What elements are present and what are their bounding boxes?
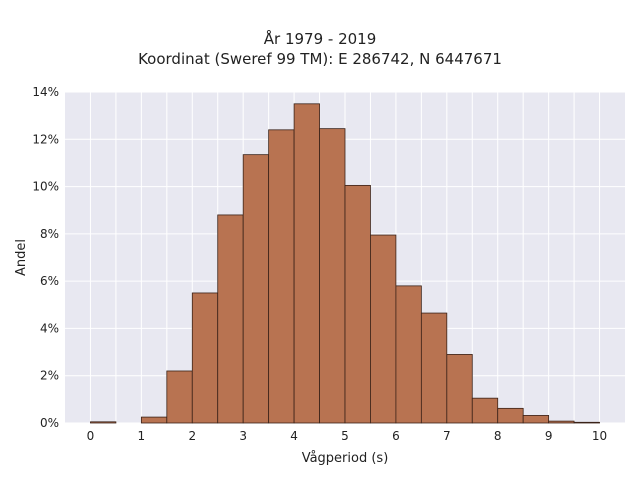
- y-tick-label: 12%: [32, 132, 59, 146]
- x-axis-ticks: 0 1 2 3 4 5 6 7 8 9 10: [87, 429, 608, 443]
- x-tick-label: 6: [392, 429, 400, 443]
- histogram-bar: [573, 421, 600, 424]
- x-tick-label: 9: [545, 429, 553, 443]
- histogram-bar: [522, 415, 550, 424]
- y-tick-label: 0%: [40, 416, 59, 430]
- x-tick-label: 10: [592, 429, 607, 443]
- y-tick-label: 6%: [40, 274, 59, 288]
- y-axis-ticks: 0% 2% 4% 6% 8% 10% 12% 14%: [32, 85, 59, 430]
- x-tick-label: 7: [443, 429, 451, 443]
- histogram-bar: [548, 420, 575, 424]
- histogram-bar: [191, 292, 219, 424]
- histogram-bar: [420, 312, 448, 424]
- histogram-bar: [370, 234, 397, 424]
- histogram-bar: [293, 103, 320, 424]
- histogram-bar: [497, 407, 524, 424]
- histogram-bar: [446, 354, 473, 424]
- histogram-bar: [268, 129, 295, 424]
- x-tick-label: 0: [87, 429, 95, 443]
- chart-title-line-2: Koordinat (Sweref 99 TM): E 286742, N 64…: [138, 50, 502, 68]
- y-tick-label: 10%: [32, 180, 59, 194]
- histogram-bars: [90, 103, 600, 424]
- histogram-bar: [242, 154, 270, 424]
- x-tick-label: 8: [494, 429, 502, 443]
- histogram-bar: [217, 214, 244, 424]
- chart-title-line-1: År 1979 - 2019: [263, 30, 377, 48]
- y-tick-label: 8%: [40, 227, 59, 241]
- x-tick-label: 5: [341, 429, 349, 443]
- histogram-bar: [90, 421, 117, 424]
- y-axis-label: Andel: [14, 239, 29, 276]
- x-tick-label: 2: [188, 429, 196, 443]
- y-tick-label: 4%: [40, 321, 59, 335]
- x-tick-label: 4: [290, 429, 298, 443]
- x-tick-label: 3: [239, 429, 247, 443]
- x-axis-label: Vågperiod (s): [302, 451, 389, 466]
- histogram-bar: [166, 370, 193, 424]
- histogram-bar: [471, 397, 499, 424]
- histogram-bar: [319, 128, 346, 424]
- histogram-bar: [344, 184, 371, 424]
- x-tick-label: 1: [138, 429, 146, 443]
- y-tick-label: 14%: [32, 85, 59, 99]
- y-tick-label: 2%: [40, 369, 59, 383]
- histogram-bar: [140, 416, 168, 424]
- histogram-bar: [395, 285, 422, 424]
